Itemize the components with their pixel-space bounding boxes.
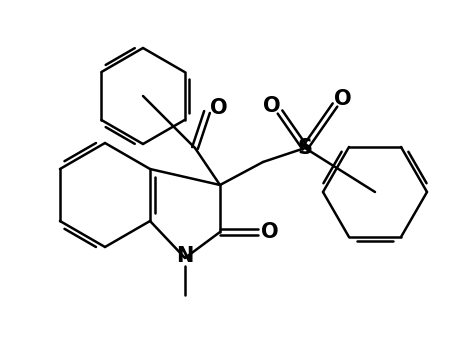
Text: O: O <box>261 222 279 242</box>
Text: O: O <box>334 89 352 109</box>
Text: O: O <box>210 98 228 118</box>
Text: O: O <box>263 96 281 116</box>
Text: S: S <box>298 138 312 158</box>
Text: N: N <box>176 246 194 266</box>
